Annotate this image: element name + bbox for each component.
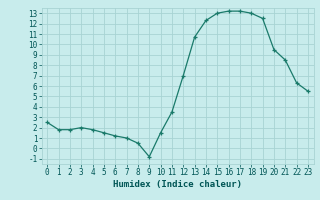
X-axis label: Humidex (Indice chaleur): Humidex (Indice chaleur) [113,180,242,189]
